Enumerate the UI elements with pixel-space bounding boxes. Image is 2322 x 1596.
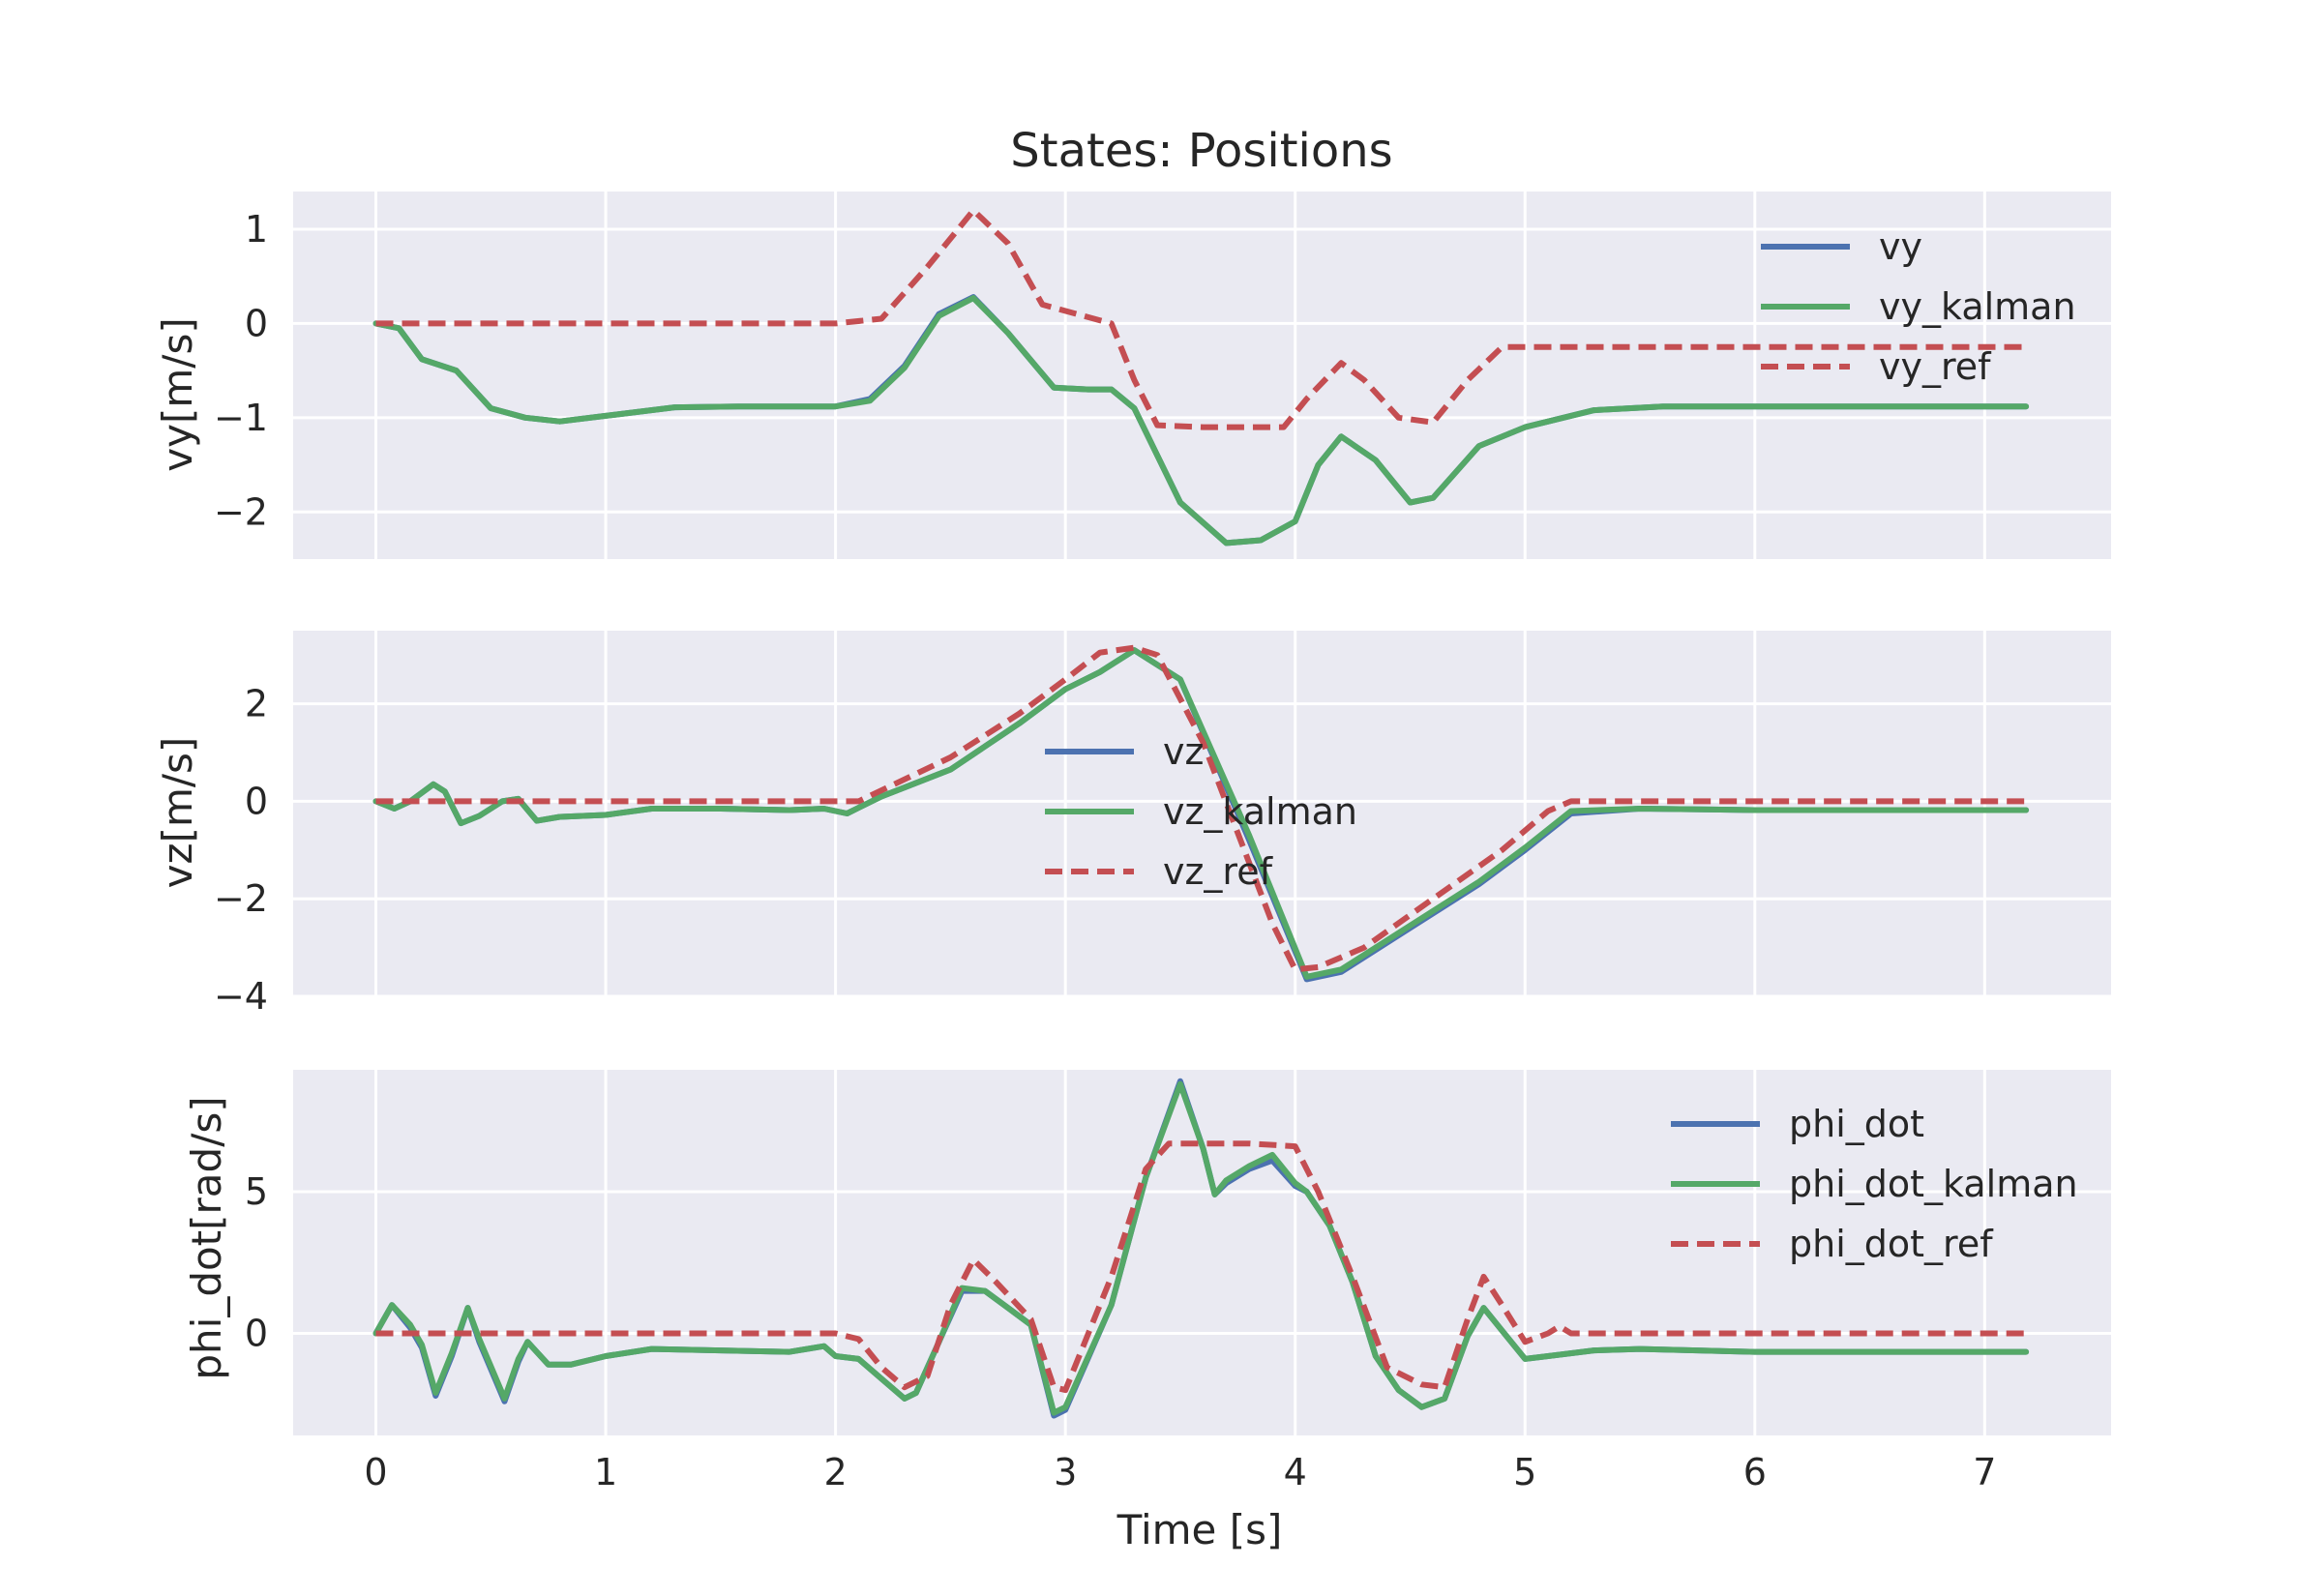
y-tick-label-vz: 2: [245, 683, 268, 725]
legend-label-vy-ref: vy_ref: [1879, 345, 1992, 388]
y-tick-label-phi-dot: 5: [245, 1170, 268, 1213]
y-tick-label-vz: −4: [214, 975, 268, 1018]
panel-vy: 1 0 −1 −2 vy vy_kalman vy_ref vy[m/s]: [154, 192, 2111, 559]
y-tick-label-vy: 1: [245, 208, 268, 251]
legend-label-vz-ref: vz_ref: [1163, 850, 1274, 893]
y-tick-label-vz: −2: [214, 877, 268, 920]
chart-title: States: Positions: [1010, 124, 1392, 178]
legend-label-phi-dot-ref: phi_dot_ref: [1789, 1223, 1994, 1265]
series-line-vz-ref: [375, 644, 2027, 973]
x-tick-label: 2: [824, 1451, 848, 1493]
y-tick-label-phi-dot: 0: [245, 1313, 268, 1355]
legend-label-vz-kalman: vz_kalman: [1163, 790, 1357, 833]
ylabel-phi-dot: phi_dot[rad/s]: [183, 1096, 230, 1379]
y-tick-label-vy: −2: [214, 490, 268, 533]
ylabel-vz: vz[m/s]: [154, 737, 201, 889]
x-tick-label: 6: [1743, 1451, 1767, 1493]
legend-label-vy-kalman: vy_kalman: [1879, 285, 2076, 328]
plot-area-vy: [293, 192, 2111, 559]
x-tick-label: 5: [1513, 1451, 1536, 1493]
legend-label-vz: vz: [1163, 730, 1204, 773]
legend-label-phi-dot-kalman: phi_dot_kalman: [1789, 1163, 2078, 1205]
series-line-vy-ref: [375, 207, 2027, 430]
y-tick-label-vy: −1: [214, 397, 268, 439]
x-tick-labels: 0 1 2 3 4 5 6 7: [364, 1451, 1996, 1493]
x-tick-label: 4: [1284, 1451, 1307, 1493]
xlabel: Time [s]: [1116, 1506, 1283, 1553]
x-tick-label: 0: [364, 1451, 387, 1493]
y-tick-label-vy: 0: [245, 302, 268, 344]
x-tick-label: 3: [1054, 1451, 1077, 1493]
panel-phi-dot: 5 0 phi_dot phi_dot_kalman phi_dot_ref phi_d…: [183, 1070, 2111, 1435]
plot-area-phi-dot: [293, 1070, 2111, 1435]
legend-label-phi-dot: phi_dot: [1789, 1103, 1924, 1145]
series-line-vy-kalman: [372, 295, 2030, 547]
series-line-phi-dot-ref: [375, 1140, 2027, 1394]
x-tick-label: 1: [594, 1451, 617, 1493]
x-tick-label: 7: [1973, 1451, 1996, 1493]
y-tick-label-vz: 0: [245, 780, 268, 822]
panel-vz: 2 0 −2 −4 vz vz_kalman vz_ref vz[m/s]: [154, 631, 2111, 1018]
ylabel-vy: vy[m/s]: [154, 317, 201, 471]
series-line-vz-kalman: [372, 647, 2030, 980]
legend-label-vy: vy: [1879, 225, 1922, 268]
